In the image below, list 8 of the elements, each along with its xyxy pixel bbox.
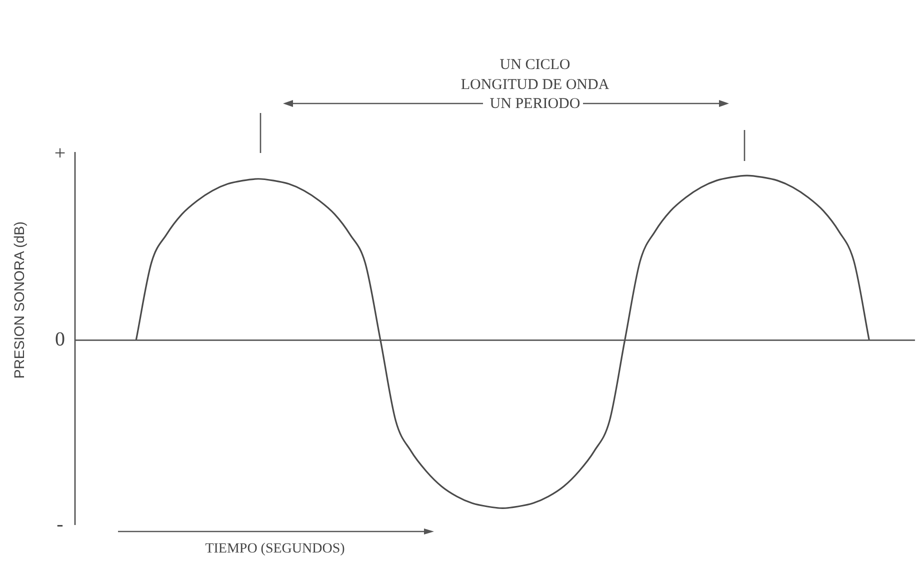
text: UN CICLO: [500, 56, 570, 73]
text: LONGITUD DE ONDA: [460, 76, 610, 93]
text: 0: [55, 328, 65, 350]
text: UN PERIODO: [490, 96, 580, 112]
y-axis-title: PRESION SONORA (dB): [10, 221, 27, 379]
text: +: [54, 142, 66, 164]
x-axis-title: TIEMPO (SEGUNDOS): [205, 542, 346, 557]
text: -: [56, 513, 64, 536]
